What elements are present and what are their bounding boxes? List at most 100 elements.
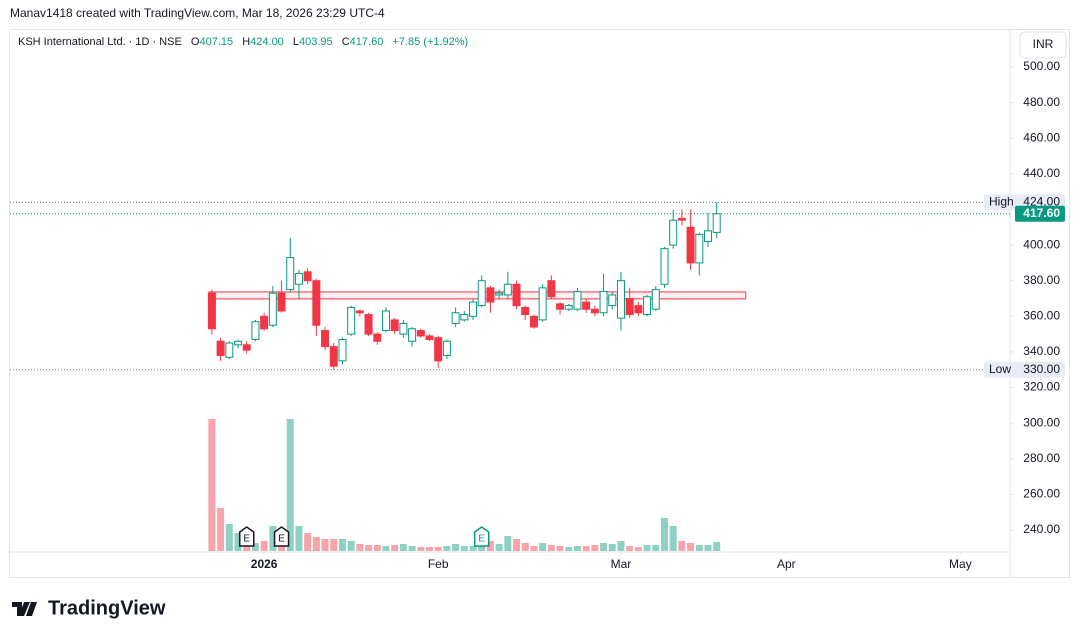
candle-body bbox=[390, 319, 399, 332]
volume-bar bbox=[478, 543, 486, 551]
candle-body bbox=[451, 312, 460, 324]
volume-bar bbox=[504, 536, 512, 551]
candle-body bbox=[329, 346, 338, 367]
candle-body bbox=[347, 306, 356, 335]
volume-bar bbox=[260, 541, 268, 551]
legend-value: 403.95 bbox=[299, 36, 333, 48]
y-tick-label: 480.00 bbox=[1023, 95, 1060, 109]
volume-bar bbox=[695, 545, 703, 551]
volume-bar bbox=[539, 543, 547, 551]
candle-body bbox=[547, 280, 556, 298]
candle-body bbox=[469, 301, 478, 317]
candle-body bbox=[434, 337, 443, 362]
price-tag bbox=[984, 361, 1065, 378]
volume-bar bbox=[382, 546, 390, 551]
volume-bar bbox=[365, 545, 373, 551]
volume-bar bbox=[234, 533, 242, 551]
candle-body bbox=[321, 330, 330, 348]
candle-body bbox=[677, 217, 686, 221]
volume-bar bbox=[417, 547, 425, 551]
volume-bar bbox=[330, 539, 338, 551]
legend-key: C bbox=[342, 36, 350, 48]
currency-button[interactable] bbox=[1019, 31, 1067, 59]
event-label: E bbox=[478, 534, 485, 545]
volume-bar bbox=[634, 547, 642, 551]
volume-bar bbox=[269, 526, 277, 551]
volume-bar bbox=[251, 543, 259, 551]
frame bbox=[9, 29, 1070, 578]
legend-change: +7.85 (+1.92%) bbox=[392, 36, 468, 48]
legend-value: 407.15 bbox=[199, 36, 233, 48]
candle-body bbox=[338, 338, 347, 362]
x-tick-label: Feb bbox=[428, 557, 449, 571]
candle-body bbox=[538, 287, 547, 321]
y-tick-label: 380.00 bbox=[1023, 273, 1060, 287]
volume-bar bbox=[660, 518, 668, 551]
header: Manav1418 created with TradingView.com, … bbox=[10, 6, 385, 20]
volume-bar bbox=[356, 544, 364, 551]
candle-body bbox=[312, 280, 321, 326]
candle-body bbox=[651, 289, 660, 310]
y-tick-label: 320.00 bbox=[1023, 380, 1060, 394]
volume-bar bbox=[565, 547, 573, 551]
candle-body bbox=[364, 314, 373, 335]
volume-bar bbox=[582, 546, 590, 551]
candle-body bbox=[425, 335, 434, 340]
candle-body bbox=[573, 290, 582, 310]
x-tick-label: May bbox=[949, 557, 972, 571]
y-tick-label: 440.00 bbox=[1023, 166, 1060, 180]
price-tag-label: 330.00 bbox=[1023, 362, 1060, 376]
candle-body bbox=[590, 308, 599, 314]
volume-bar bbox=[347, 541, 355, 551]
y-tick-label: 400.00 bbox=[1023, 237, 1060, 251]
volume-bar bbox=[678, 541, 686, 551]
volume-bar bbox=[304, 533, 312, 551]
candle-body bbox=[416, 330, 425, 337]
event-marker bbox=[273, 526, 290, 547]
y-tick-label: 340.00 bbox=[1023, 344, 1060, 358]
volume-bar bbox=[425, 547, 433, 551]
volume-bar bbox=[669, 526, 677, 551]
candle-body bbox=[703, 230, 712, 243]
candle-body bbox=[564, 305, 573, 310]
currency[interactable]: INR bbox=[1033, 37, 1054, 51]
volume-bar bbox=[321, 539, 329, 551]
volume-bar bbox=[391, 545, 399, 551]
volume-bar bbox=[443, 546, 451, 551]
volume-bar bbox=[217, 508, 225, 551]
candle-body bbox=[260, 315, 269, 330]
brand: TradingView bbox=[48, 597, 166, 619]
y-tick-label: 280.00 bbox=[1023, 451, 1060, 465]
x-tick-label: Mar bbox=[611, 557, 632, 571]
candle-body bbox=[660, 248, 669, 285]
candle-body bbox=[529, 315, 538, 328]
event-label: E bbox=[278, 534, 285, 545]
legend-symbol: KSH International Ltd. · 1D · NSE bbox=[18, 36, 182, 48]
volume-bar bbox=[408, 546, 416, 551]
volume-bar bbox=[338, 539, 346, 551]
candle-body bbox=[712, 213, 721, 233]
volume-bar bbox=[617, 541, 625, 551]
legend-value: 417.60 bbox=[350, 36, 384, 48]
volume-bar bbox=[460, 546, 468, 551]
legend-key: L bbox=[293, 36, 299, 48]
volume-bar bbox=[225, 524, 233, 551]
candle-body bbox=[373, 333, 382, 342]
volume-bar bbox=[573, 546, 581, 551]
legend-key: O bbox=[191, 36, 200, 48]
brand-logo: TradingView bbox=[12, 597, 166, 619]
candle-body bbox=[234, 340, 243, 346]
volume-bar bbox=[600, 543, 608, 551]
candle-body bbox=[625, 298, 634, 316]
candle-body bbox=[634, 305, 643, 314]
candle-body bbox=[268, 292, 277, 326]
volume-bar bbox=[452, 544, 460, 551]
candle-body bbox=[686, 226, 695, 264]
legend: KSH International Ltd. · 1D · NSE O407.1… bbox=[18, 36, 468, 48]
volume-bar bbox=[704, 545, 712, 551]
price-tag bbox=[1015, 205, 1065, 222]
volume-bar bbox=[373, 545, 381, 551]
volume-bar bbox=[486, 541, 494, 551]
price-tag-label: 417.60 bbox=[1023, 206, 1060, 220]
